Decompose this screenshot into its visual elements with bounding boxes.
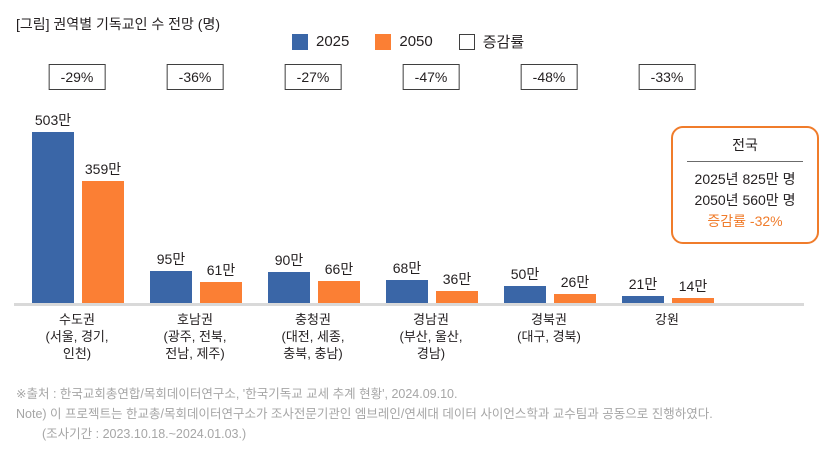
x-axis-category-label: 수도권 (서울, 경기, 인천): [18, 311, 136, 362]
callout-line-change-rate: 증감률 -32%: [707, 213, 783, 229]
bars: [136, 0, 254, 303]
legend-swatch-orange-icon: [375, 33, 392, 50]
bars: [608, 0, 726, 303]
category-name: 충청권: [295, 312, 331, 327]
bar-value-label-2050: 26만: [560, 274, 590, 290]
category-subregions: (대구, 경북): [517, 329, 581, 344]
callout-title: 전국: [732, 137, 758, 153]
bar-2025[interactable]: [150, 271, 192, 303]
bar-2050[interactable]: [200, 282, 242, 303]
change-rate-box: -29%: [48, 64, 106, 90]
footnote-source: ※출처 : 한국교회총연합/목회데이터연구소, '한국기독교 교세 추계 현황'…: [16, 387, 458, 401]
legend-item-change-rate: 증감률: [458, 31, 525, 52]
x-axis-category-label: 호남권 (광주, 전북, 전남, 제주): [136, 311, 254, 362]
category-name: 경북권: [531, 312, 567, 327]
bars: [490, 0, 608, 303]
bar-value-label-2025: 68만: [392, 260, 422, 276]
bar-value-label-2025: 503만: [34, 112, 72, 128]
change-rate-box: -36%: [166, 64, 224, 90]
change-rate-box: -47%: [402, 64, 460, 90]
legend-label-2025: 2025: [316, 33, 350, 50]
bar-value-label-2050: 359만: [84, 161, 122, 177]
category-subregions: 인천): [62, 346, 92, 361]
x-axis-category-label: 경남권 (부산, 울산, 경남): [372, 311, 490, 362]
bar-value-label-2025: 50만: [510, 266, 540, 282]
category-subregions: (대전, 세종,: [281, 329, 345, 344]
chart-legend: 2025 2050 증감률: [292, 31, 524, 52]
legend-swatch-blue-icon: [292, 33, 308, 50]
callout-divider: [687, 161, 803, 162]
category-subregions: (서울, 경기,: [45, 329, 109, 344]
bar-value-label-2050: 61만: [206, 262, 236, 278]
category-subregions: 전남, 제주): [165, 346, 225, 361]
bar-2050[interactable]: [672, 298, 714, 303]
bar-value-label-2050: 14만: [678, 278, 708, 294]
category-name: 호남권: [177, 312, 213, 327]
bar-2050[interactable]: [554, 294, 596, 303]
change-rate-box: -33%: [638, 64, 696, 90]
bar-2025[interactable]: [268, 272, 310, 303]
change-rate-box: -27%: [284, 64, 342, 90]
bar-value-label-2025: 21만: [628, 276, 658, 292]
bars: [18, 0, 136, 303]
footnotes: ※출처 : 한국교회총연합/목회데이터연구소, '한국기독교 교세 추계 현황'…: [16, 384, 826, 444]
x-axis-baseline: [14, 303, 804, 306]
category-subregions: 충북, 충남): [283, 346, 343, 361]
bars: [372, 0, 490, 303]
bar-value-label-2050: 66만: [324, 261, 354, 277]
callout-line-2025: 2025년 825만 명: [694, 171, 796, 187]
category-name: 수도권: [59, 312, 95, 327]
category-subregions: (부산, 울산,: [399, 329, 463, 344]
footnote-note: Note) 이 프로젝트는 한교총/목회데이터연구소가 조사전문기관인 엠브레인…: [16, 407, 713, 421]
x-axis-category-label: 경북권 (대구, 경북): [490, 311, 608, 345]
bar-value-label-2025: 90만: [274, 252, 304, 268]
legend-item-2025: 2025: [292, 33, 349, 50]
category-subregions: (광주, 전북,: [163, 329, 227, 344]
bar-2025[interactable]: [504, 286, 546, 303]
callout-line-2050: 2050년 560만 명: [694, 192, 796, 208]
bar-2025[interactable]: [386, 280, 428, 303]
chart-title: [그림] 권역별 기독교인 수 전망 (명): [16, 16, 220, 32]
legend-swatch-outline-icon: [458, 33, 475, 50]
bar-2050[interactable]: [318, 281, 360, 303]
bar-2050[interactable]: [436, 291, 478, 303]
footnote-survey-period: (조사기간 : 2023.10.18.~2024.01.03.): [42, 427, 247, 441]
category-name: 강원: [655, 312, 679, 327]
legend-item-2050: 2050: [375, 33, 433, 50]
bar-value-label-2050: 36만: [442, 271, 472, 287]
bar-value-label-2025: 95만: [156, 251, 186, 267]
national-summary-callout: 전국 2025년 825만 명 2050년 560만 명 증감률 -32%: [671, 126, 819, 244]
x-axis-category-label: 충청권 (대전, 세종, 충북, 충남): [254, 311, 372, 362]
legend-label-change-rate: 증감률: [482, 34, 525, 51]
category-subregions: 경남): [416, 346, 446, 361]
bars: [254, 0, 372, 303]
x-axis-category-label: 강원: [608, 311, 726, 328]
bar-2050[interactable]: [82, 181, 124, 303]
bar-2025[interactable]: [32, 132, 74, 303]
change-rate-box: -48%: [520, 64, 578, 90]
category-name: 경남권: [413, 312, 449, 327]
legend-label-2050: 2050: [399, 33, 433, 50]
bar-2025[interactable]: [622, 296, 664, 303]
